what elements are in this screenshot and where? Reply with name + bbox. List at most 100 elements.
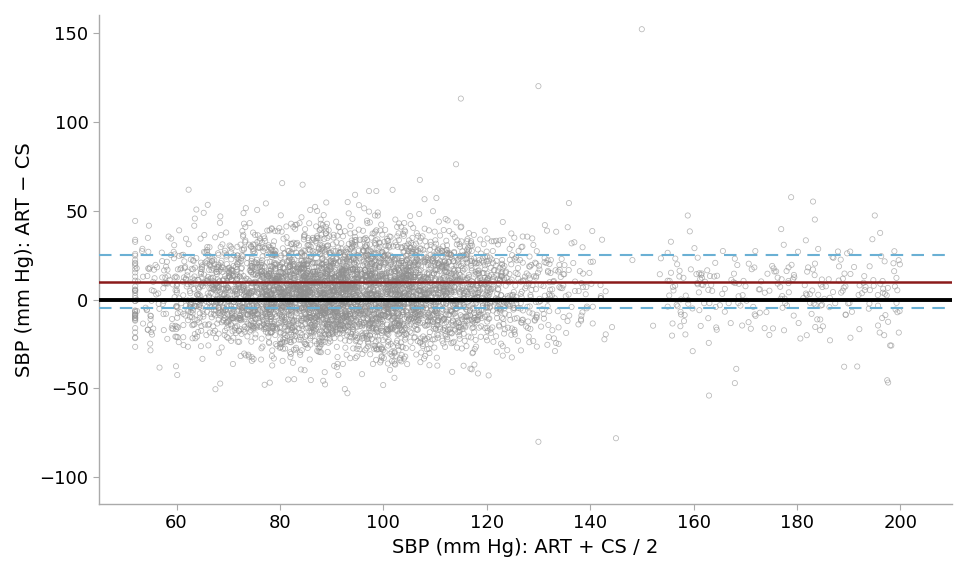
Point (458, 275, 474, 284)
Point (283, 239, 299, 248)
Point (242, 240, 257, 249)
Point (514, 318, 530, 327)
Point (313, 278, 329, 287)
Point (219, 252, 234, 261)
Point (191, 284, 207, 293)
Point (383, 288, 398, 297)
Point (541, 320, 556, 329)
Point (561, 290, 576, 299)
Point (428, 285, 444, 294)
Point (279, 292, 295, 301)
Point (233, 325, 249, 334)
Point (305, 235, 320, 244)
Point (556, 269, 571, 279)
Point (425, 254, 441, 263)
Point (348, 260, 364, 269)
Point (312, 307, 328, 316)
Point (390, 243, 405, 252)
Point (355, 269, 370, 279)
Point (332, 223, 347, 232)
Point (263, 327, 278, 336)
Point (423, 273, 438, 282)
Point (727, 379, 743, 388)
Point (427, 251, 443, 260)
Point (298, 289, 313, 298)
Point (320, 329, 336, 338)
Point (432, 283, 448, 292)
Point (233, 315, 249, 324)
Point (213, 259, 228, 268)
Point (760, 269, 776, 279)
Point (395, 272, 410, 281)
Point (287, 296, 303, 305)
Point (362, 323, 377, 332)
Point (371, 279, 387, 288)
Point (423, 237, 438, 247)
Point (270, 299, 285, 308)
Point (509, 299, 524, 308)
Point (172, 265, 188, 274)
Point (128, 256, 143, 265)
Point (226, 251, 242, 260)
Point (241, 352, 256, 361)
Point (369, 244, 385, 253)
Point (462, 311, 478, 320)
Point (423, 282, 438, 291)
Point (488, 256, 504, 265)
Point (310, 303, 326, 312)
Point (567, 238, 582, 247)
Point (128, 296, 143, 305)
Point (322, 257, 337, 266)
Point (499, 298, 514, 307)
Point (380, 341, 396, 350)
Point (382, 366, 397, 375)
Point (516, 276, 532, 285)
Point (299, 279, 314, 288)
Point (309, 320, 325, 329)
Point (392, 292, 407, 301)
Point (225, 314, 241, 323)
Point (382, 243, 397, 252)
Point (547, 293, 563, 303)
Point (851, 291, 866, 300)
Point (342, 328, 358, 337)
Point (289, 284, 305, 293)
Point (383, 300, 398, 309)
Point (416, 354, 431, 363)
Point (480, 291, 495, 300)
Point (188, 214, 203, 223)
Point (252, 262, 268, 271)
Point (319, 233, 335, 243)
Point (373, 319, 389, 328)
Point (311, 226, 327, 235)
Point (386, 312, 401, 321)
Point (128, 272, 143, 281)
Point (207, 256, 222, 265)
Point (400, 239, 416, 248)
Point (368, 355, 384, 364)
Point (887, 267, 902, 276)
Point (503, 315, 518, 324)
Point (306, 325, 321, 335)
Point (447, 295, 462, 304)
Point (285, 358, 301, 367)
Point (276, 289, 291, 299)
Point (272, 278, 287, 287)
Point (297, 276, 312, 285)
Point (273, 343, 288, 352)
Point (891, 256, 906, 265)
Point (278, 300, 294, 309)
Point (371, 312, 387, 321)
Point (268, 264, 283, 273)
Point (338, 247, 354, 256)
Point (312, 293, 328, 303)
Point (321, 274, 337, 283)
Point (291, 263, 307, 272)
Point (380, 313, 396, 322)
Point (338, 261, 354, 271)
Point (245, 300, 260, 309)
Point (221, 271, 237, 280)
Point (550, 307, 566, 316)
Point (345, 302, 361, 311)
Point (313, 307, 329, 316)
